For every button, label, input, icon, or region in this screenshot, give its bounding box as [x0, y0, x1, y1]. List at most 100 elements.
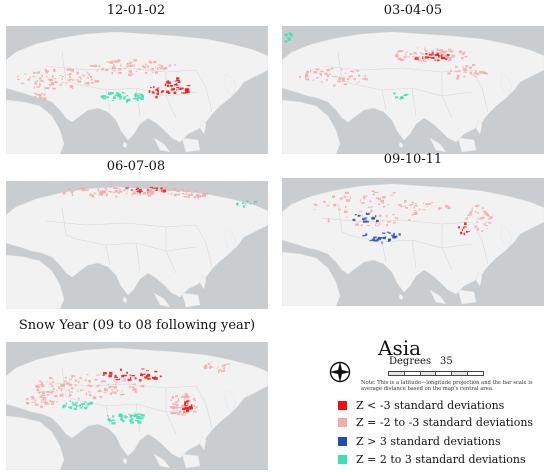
anomaly-cell [350, 75, 353, 77]
anomaly-cell [170, 412, 174, 415]
scale-bar-segment [389, 372, 405, 375]
anomaly-cell [157, 89, 159, 93]
anomaly-cell [375, 224, 377, 227]
anomaly-cell [151, 187, 156, 189]
anomaly-cell [136, 190, 139, 192]
anomaly-cell [120, 65, 122, 67]
anomaly-cell [170, 399, 172, 402]
anomaly-cell [40, 399, 45, 401]
map-panel-12-01-02 [6, 26, 268, 154]
anomaly-cell [72, 78, 74, 81]
anomaly-cell [84, 407, 88, 410]
anomaly-cell [399, 50, 404, 53]
anomaly-cell [204, 192, 209, 195]
anomaly-cell [382, 236, 386, 240]
anomaly-cell [145, 375, 150, 377]
anomaly-cell [126, 100, 129, 103]
anomaly-cell [85, 406, 89, 408]
anomaly-cell [72, 403, 77, 406]
anomaly-cell [32, 76, 36, 78]
anomaly-cell [332, 195, 335, 198]
anomaly-cell [34, 400, 36, 402]
anomaly-cell [34, 81, 37, 83]
anomaly-cell [414, 57, 419, 60]
anomaly-cell [114, 422, 116, 425]
anomaly-cell [90, 75, 93, 78]
anomaly-cell [102, 95, 106, 98]
anomaly-cell [355, 223, 359, 226]
anomaly-cell [435, 205, 437, 207]
anomaly-cell [310, 69, 312, 73]
anomaly-cell [149, 190, 151, 192]
anomaly-cell [69, 78, 73, 80]
anomaly-cell [375, 221, 378, 224]
anomaly-cell [370, 209, 373, 213]
anomaly-cell [221, 365, 223, 368]
anomaly-cell [191, 192, 193, 196]
anomaly-cell [129, 419, 133, 422]
anomaly-cell [484, 224, 488, 227]
anomaly-cell [35, 403, 39, 406]
anomaly-cell [349, 70, 354, 72]
anomaly-cell [129, 415, 133, 418]
legend-swatch [338, 400, 347, 410]
scale-value: 35 [440, 356, 453, 367]
anomaly-cell [119, 188, 121, 191]
anomaly-cell [305, 78, 310, 81]
anomaly-cell [456, 74, 460, 78]
anomaly-cell [164, 83, 167, 87]
anomaly-cell [440, 49, 443, 51]
anomaly-cell [155, 189, 158, 191]
country-border [381, 241, 387, 263]
anomaly-cell [326, 78, 328, 81]
anomaly-cell [110, 190, 112, 193]
anomaly-cell [111, 72, 113, 75]
anomaly-cell [61, 78, 63, 80]
anomaly-cell [111, 421, 115, 425]
anomaly-cell [185, 191, 188, 193]
anomaly-cell [59, 394, 64, 397]
anomaly-cell [60, 388, 63, 391]
anomaly-cell [405, 207, 408, 209]
anomaly-cell [425, 53, 428, 55]
anomaly-cell [148, 194, 152, 197]
map-panel-03-04-05 [282, 26, 544, 154]
anomaly-cell [126, 95, 129, 97]
anomaly-cell [46, 394, 50, 396]
anomaly-cell [86, 84, 90, 86]
anomaly-cell [76, 404, 78, 407]
anomaly-cell [144, 376, 148, 379]
anomaly-cell [166, 90, 170, 94]
anomaly-cell [177, 80, 180, 82]
anomaly-cell [170, 88, 175, 91]
anomaly-cell [84, 379, 87, 381]
anomaly-cell [40, 97, 43, 99]
anomaly-cell [382, 201, 384, 204]
anomaly-cell [119, 71, 122, 75]
anomaly-cell [422, 209, 426, 211]
anomaly-cell [244, 202, 246, 205]
anomaly-cell [117, 93, 121, 96]
anomaly-cell [140, 415, 145, 417]
anomaly-cell [284, 33, 288, 37]
landmass [500, 73, 513, 97]
anomaly-cell [47, 391, 51, 393]
anomaly-cell [139, 417, 144, 420]
anomaly-cell [369, 240, 373, 242]
anomaly-cell [154, 71, 158, 74]
anomaly-cell [40, 80, 43, 82]
anomaly-cell [344, 206, 347, 208]
anomaly-cell [324, 72, 328, 75]
anomaly-cell [140, 384, 145, 388]
anomaly-cell [155, 187, 158, 189]
anomaly-cell [333, 203, 337, 207]
anomaly-cell [417, 58, 421, 62]
anomaly-cell [184, 402, 186, 406]
anomaly-cell [116, 187, 120, 189]
anomaly-cell [96, 69, 98, 72]
anomaly-cell [354, 214, 357, 216]
anomaly-cell [371, 217, 376, 219]
anomaly-cell [321, 74, 322, 77]
anomaly-cell [392, 192, 396, 194]
country-border [135, 242, 141, 272]
